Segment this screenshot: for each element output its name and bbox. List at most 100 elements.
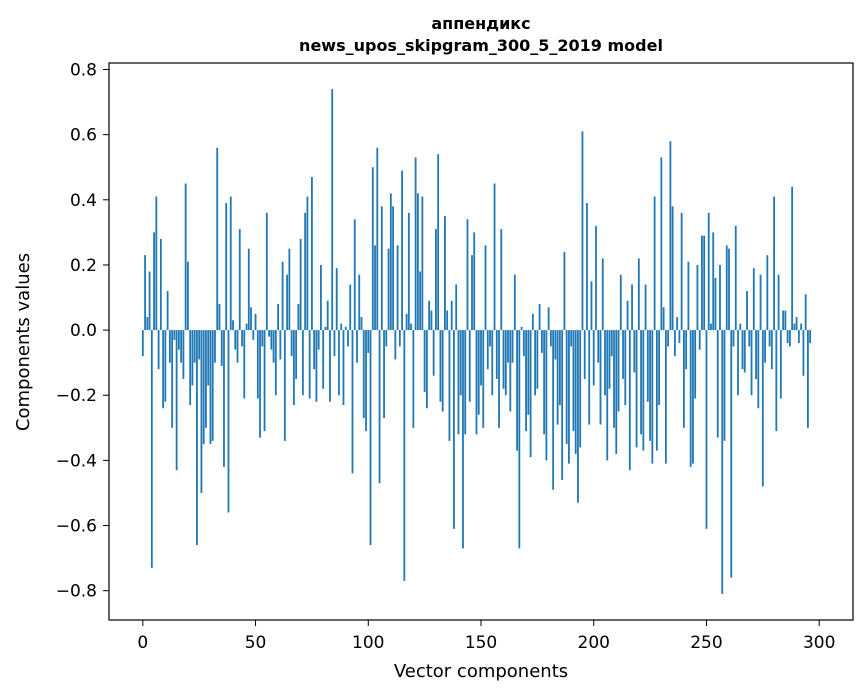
bar-240 [683,330,685,428]
bar-189 [568,330,570,464]
bar-19 [184,183,187,331]
bar-157 [495,330,498,379]
bar-231 [662,307,665,331]
bar-17 [180,330,183,363]
bar-124 [421,196,424,331]
bar-57 [270,330,273,350]
bar-85 [333,330,336,357]
x-axis-label: Vector components [394,661,568,682]
bar-116 [403,330,406,581]
bar-120 [412,330,415,428]
bar-92 [349,284,352,331]
bar-90 [344,326,347,331]
x-tick-label: 200 [578,633,610,653]
bar-184 [556,330,559,425]
bar-45 [243,330,246,399]
x-tick-label: 50 [245,633,267,653]
bar-11 [166,291,169,331]
bar-194 [579,330,582,448]
bar-series [141,89,812,594]
bar-196 [583,330,586,379]
bar-21 [189,330,192,406]
bar-123 [419,271,422,331]
bar-76 [313,330,316,370]
bar-287 [788,330,791,347]
bar-223 [644,284,647,331]
bar-220 [637,258,640,331]
bar-100 [367,330,370,353]
bar-146 [471,255,473,331]
bar-126 [425,330,428,409]
bar-230 [660,157,663,331]
bar-179 [545,330,548,461]
bar-128 [430,310,433,331]
bar-270 [750,330,753,396]
bar-289 [793,323,796,331]
bar-69 [297,304,300,331]
bar-245 [694,330,697,399]
bar-68 [295,330,298,379]
bar-65 [288,248,291,331]
bar-161 [504,330,507,396]
bar-292 [800,323,803,331]
bar-272 [755,330,757,379]
bar-82 [326,300,329,331]
bar-295 [807,330,809,428]
bar-214 [624,330,627,406]
bar-3 [148,271,151,331]
bar-273 [757,330,760,409]
bar-62 [281,261,284,331]
bar-256 [719,264,721,331]
bar-166 [516,330,518,451]
bar-177 [540,330,543,353]
bar-224 [646,330,649,402]
bar-83 [329,330,331,402]
bar-255 [716,330,719,438]
bar-236 [673,330,676,357]
bar-23 [193,330,196,363]
bar-8 [159,238,162,331]
bar-66 [290,330,293,357]
bar-108 [385,330,388,347]
bar-109 [387,248,390,331]
bar-232 [664,330,667,464]
bar-16 [177,330,180,350]
bar-29 [207,330,210,386]
bar-185 [559,330,561,406]
bar-111 [392,206,394,331]
bar-18 [182,330,185,379]
bar-39 [229,196,232,331]
bar-53 [261,330,264,347]
bar-50 [254,313,257,331]
bar-296 [809,330,812,344]
bar-143 [464,330,467,435]
bar-275 [761,330,764,487]
bar-118 [407,212,410,331]
bar-87 [338,330,340,396]
bar-46 [245,323,248,331]
bar-210 [615,330,618,454]
bar-25 [198,330,201,360]
bar-134 [444,216,446,331]
bar-77 [315,330,318,402]
bar-117 [405,313,408,331]
plot-frame [108,62,854,621]
bar-250 [705,330,708,529]
bar-27 [202,330,205,445]
bar-204 [601,258,604,331]
bar-164 [511,330,514,363]
bar-169 [522,330,525,357]
bar-259 [725,245,728,331]
bar-225 [649,330,651,441]
bar-156 [493,183,496,331]
bar-193 [577,330,579,503]
bar-268 [746,291,748,331]
bar-291 [797,330,800,344]
bar-216 [628,330,631,471]
y-tick-label: −0.4 [56,451,97,471]
bar-12 [168,330,171,363]
bar-58 [272,330,275,363]
bar-61 [279,330,282,360]
bar-199 [590,281,593,331]
bar-218 [633,330,636,373]
